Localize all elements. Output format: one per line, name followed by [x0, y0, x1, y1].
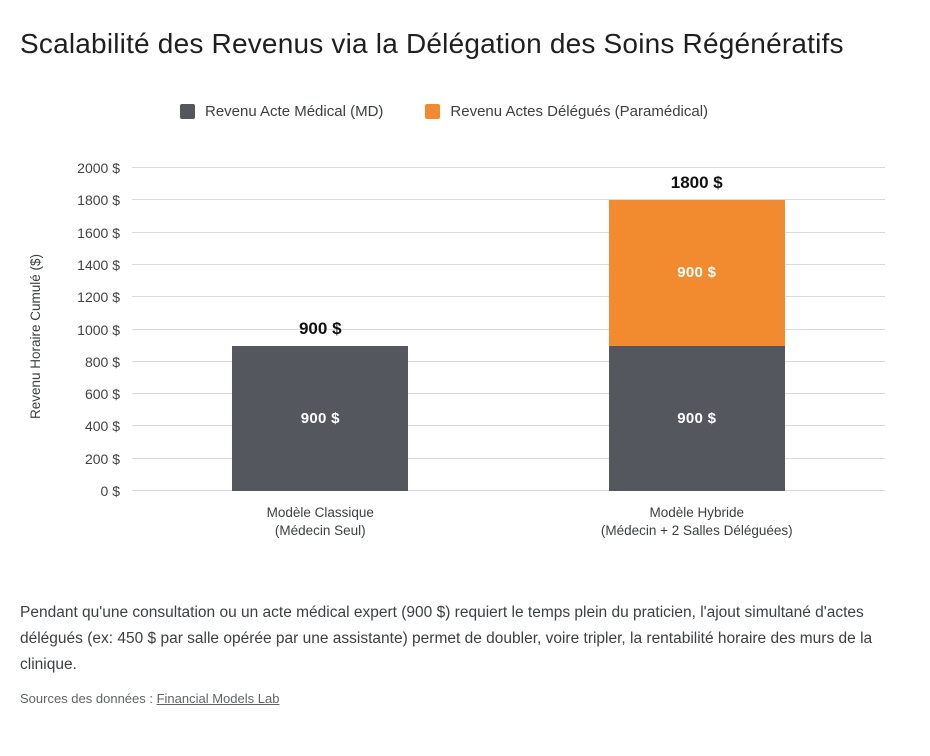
gridline — [132, 490, 885, 491]
bar-stack: 900 $ 900 $ — [608, 168, 785, 491]
bar-stack: 900 $ — [232, 168, 409, 491]
y-tick-label: 1000 $ — [77, 321, 120, 338]
gridline — [132, 328, 885, 330]
y-tick-label: 800 $ — [84, 353, 120, 370]
segment-value-label: 900 $ — [300, 409, 340, 427]
bar-segment: 900 $ — [608, 345, 785, 491]
gridline — [132, 199, 885, 201]
y-tick-label: 1400 $ — [77, 256, 120, 273]
y-tick-label: 200 $ — [84, 450, 120, 467]
bar-segment: 900 $ — [232, 345, 409, 491]
legend-swatch-delegated — [425, 104, 441, 119]
legend-label-delegated: Revenu Actes Délégués (Paramédical) — [450, 103, 709, 120]
legend-label-md: Revenu Acte Médical (MD) — [205, 103, 384, 120]
bar-total-label: 1800 $ — [670, 173, 723, 193]
y-tick-label: 600 $ — [84, 386, 120, 403]
bar-2: 900 $ 900 $ 1800 $ — [608, 168, 785, 491]
gridline — [132, 425, 885, 427]
x-axis-label-line1: Modèle Hybride — [649, 505, 745, 520]
x-axis-label-line2: (Médecin + 2 Salles Déléguées) — [600, 523, 793, 538]
y-tick-label: 400 $ — [84, 418, 120, 435]
source-link[interactable]: Financial Models Lab — [156, 691, 280, 706]
x-axis-label: Modèle Hybride (Médecin + 2 Salles Délégu… — [601, 504, 793, 540]
bar-segment: 900 $ — [608, 200, 785, 346]
x-axis-labels: Modèle Classique (Médecin Seul) Modèle Hyb… — [132, 504, 885, 546]
gridline — [132, 296, 885, 298]
y-tick-label: 2000 $ — [77, 160, 120, 176]
gridline — [132, 167, 885, 168]
y-tick-label: 0 $ — [100, 483, 120, 499]
chart: Revenu Horaire Cumulé ($) 0 $200 $400 $6… — [20, 160, 910, 546]
source-prefix: Sources des données : — [20, 691, 157, 706]
gridline — [132, 360, 885, 362]
plot-area: 0 $ 200 $ 400 $ 600 $ 800 $ 1000 $ 1200 $ 1400 … — [77, 160, 885, 499]
y-tick-label: 1800 $ — [77, 192, 120, 209]
legend: Revenu Acte Médical (MD) Revenu Actes Dé… — [180, 103, 910, 120]
gridline — [132, 393, 885, 395]
source-line: Sources des données : Financial Models L… — [20, 691, 910, 706]
gridline — [132, 457, 885, 459]
bar-1: 900 $ 900 $ — [232, 168, 409, 491]
x-axis-label: Modèle Classique (Médecin Seul) — [267, 504, 374, 540]
segment-value-label: 900 $ — [677, 264, 717, 282]
chart-title: Scalabilité des Revenus via la Délégatio… — [20, 28, 844, 59]
x-axis-label-line1: Modèle Classique — [266, 505, 374, 520]
legend-item-delegated: Revenu Actes Délégués (Paramédical) — [425, 103, 708, 120]
bar-total-label: 900 $ — [298, 318, 342, 338]
legend-swatch-md — [180, 104, 195, 119]
gridline — [132, 231, 885, 233]
legend-item-md: Revenu Acte Médical (MD) — [180, 103, 383, 120]
gridline — [132, 263, 885, 265]
y-tick-label: 1200 $ — [77, 289, 120, 306]
segment-value-label: 900 $ — [677, 409, 717, 427]
y-tick-label: 1600 $ — [77, 224, 120, 241]
chart-description: Pendant qu'une consultation ou un acte m… — [20, 604, 873, 673]
x-axis-label-line2: (Médecin Seul) — [274, 523, 366, 538]
